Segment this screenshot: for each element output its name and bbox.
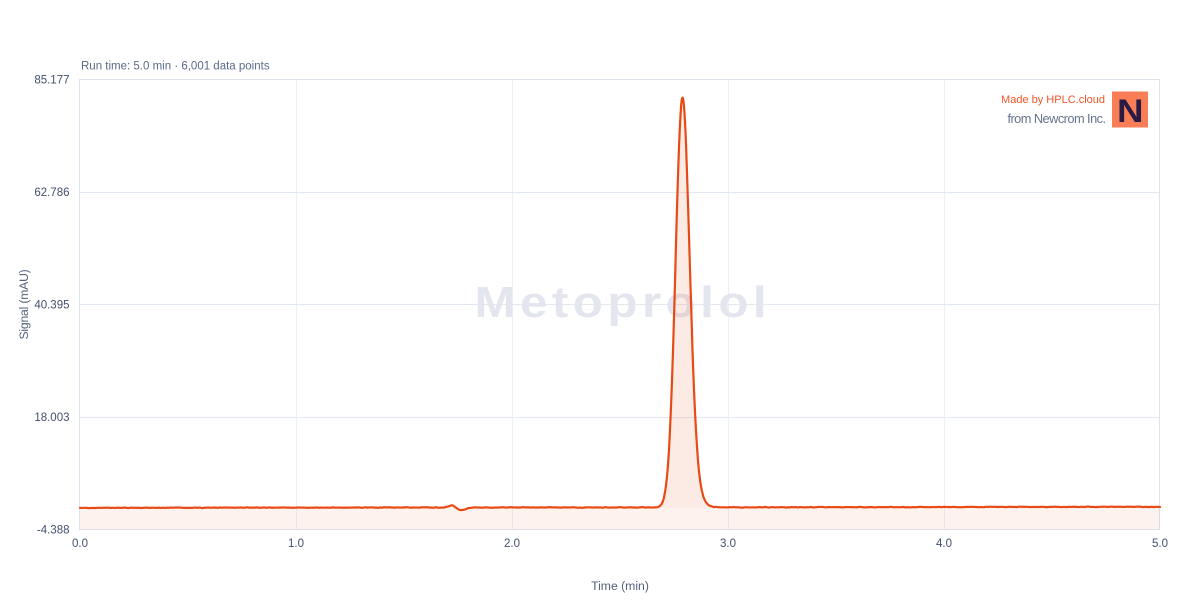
svg-text:Made by HPLC.cloud: Made by HPLC.cloud: [1001, 94, 1105, 106]
svg-text:3.0: 3.0: [720, 538, 736, 550]
svg-text:Metoprolol: Metoprolol: [475, 277, 772, 326]
svg-text:4.0: 4.0: [936, 538, 952, 550]
svg-text:2.0: 2.0: [504, 538, 520, 550]
svg-text:-4.388: -4.388: [37, 525, 70, 537]
svg-text:5.0: 5.0: [1152, 538, 1168, 550]
svg-text:1.0: 1.0: [288, 538, 304, 550]
svg-text:N: N: [1117, 94, 1144, 130]
svg-text:40.395: 40.395: [34, 300, 69, 312]
svg-text:from Newcrom Inc.: from Newcrom Inc.: [1007, 111, 1105, 126]
svg-text:18.003: 18.003: [34, 412, 69, 424]
svg-text:Signal (mAU): Signal (mAU): [17, 269, 31, 339]
svg-text:62.786: 62.786: [34, 187, 69, 199]
svg-text:0.0: 0.0: [72, 538, 88, 550]
svg-text:Time (min): Time (min): [591, 579, 649, 593]
svg-text:85.177: 85.177: [34, 75, 69, 87]
svg-text:Run time: 5.0 min · 6,001 data: Run time: 5.0 min · 6,001 data points: [81, 61, 270, 73]
